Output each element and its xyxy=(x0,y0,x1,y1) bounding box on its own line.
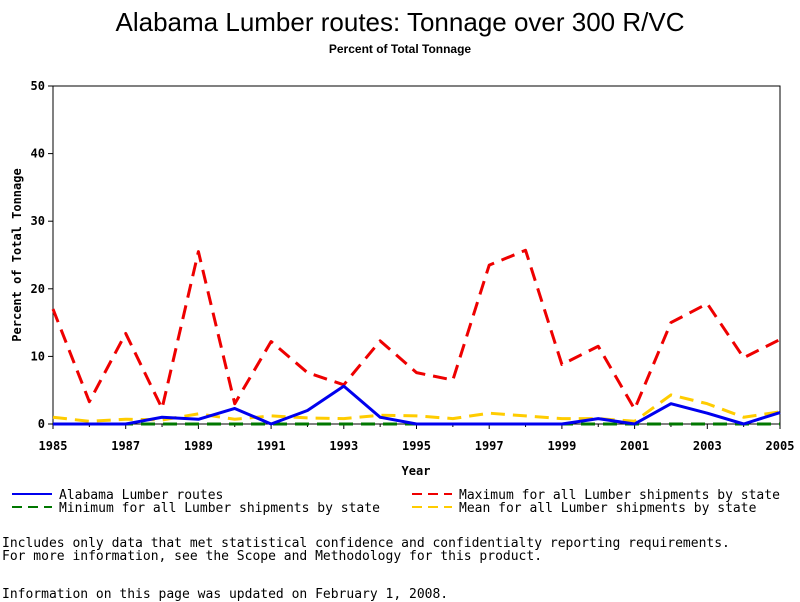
series-line-maximum-for-all-lumber-shipments-by-state xyxy=(51,248,781,411)
y-tick-label: 40 xyxy=(31,147,45,161)
legend-label: Mean for all Lumber shipments by state xyxy=(459,501,757,516)
x-tick-label: 1989 xyxy=(184,439,213,453)
x-tick-label: 2001 xyxy=(620,439,649,453)
x-tick-label: 2005 xyxy=(766,439,795,453)
footnote-methodology: For more information, see the Scope and … xyxy=(2,549,543,564)
y-tick-label: 0 xyxy=(38,417,45,431)
series-line-alabama-lumber-routes xyxy=(53,384,781,426)
footnote-updated: Information on this page was updated on … xyxy=(2,587,449,602)
chart-title: Alabama Lumber routes: Tonnage over 300 … xyxy=(116,7,685,37)
y-tick-label: 20 xyxy=(31,282,45,296)
legend-label: Maximum for all Lumber shipments by stat… xyxy=(459,488,780,503)
y-tick-label: 10 xyxy=(31,349,45,363)
footnote-confidence: Includes only data that met statistical … xyxy=(2,536,730,551)
y-tick-label: 30 xyxy=(31,214,45,228)
series-group xyxy=(51,248,781,426)
x-axis: 1985 1987 1989 1991 1993 1995 1997 1999 2001 2003… xyxy=(39,424,795,453)
legend: Alabama Lumber routes Maximum for all Lum… xyxy=(12,488,780,516)
x-tick-label: 2003 xyxy=(693,439,722,453)
y-axis-label: Percent of Total Tonnage xyxy=(10,168,24,341)
x-tick-label: 1991 xyxy=(257,439,286,453)
x-tick-label: 1985 xyxy=(39,439,68,453)
x-tick-label: 1995 xyxy=(402,439,431,453)
x-tick-label: 1987 xyxy=(111,439,140,453)
x-tick-label: 1993 xyxy=(329,439,358,453)
legend-label: Minimum for all Lumber shipments by stat… xyxy=(59,501,380,516)
chart-subtitle: Percent of Total Tonnage xyxy=(329,42,472,56)
x-tick-label: 1997 xyxy=(475,439,504,453)
y-axis: 0 10 20 30 40 50 xyxy=(31,79,53,431)
x-tick-label: 1999 xyxy=(547,439,576,453)
x-axis-label: Year xyxy=(402,464,431,478)
legend-label: Alabama Lumber routes xyxy=(59,488,223,503)
y-tick-label: 50 xyxy=(31,79,45,93)
